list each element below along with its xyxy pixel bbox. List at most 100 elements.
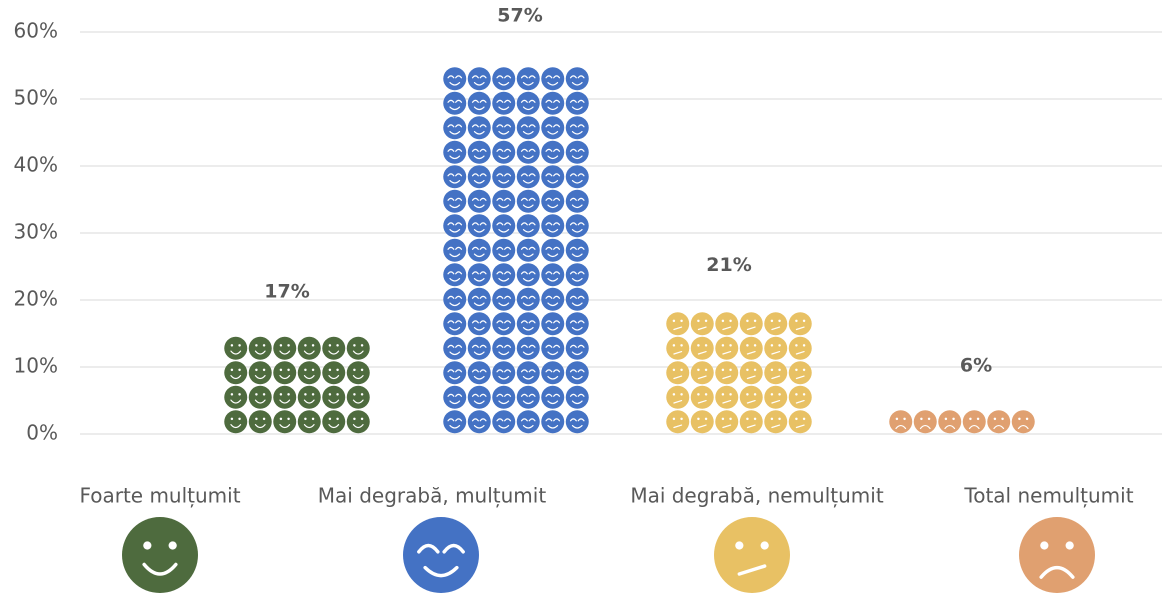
mouth bbox=[746, 424, 756, 429]
eye bbox=[746, 319, 749, 323]
mouth bbox=[254, 424, 266, 429]
eye bbox=[360, 393, 364, 396]
face bbox=[273, 361, 297, 385]
eye bbox=[795, 368, 798, 372]
face bbox=[516, 361, 540, 385]
eye bbox=[496, 393, 512, 397]
mouth bbox=[746, 351, 756, 355]
face bbox=[273, 410, 297, 434]
eye bbox=[496, 320, 512, 324]
eye bbox=[680, 393, 683, 396]
eye bbox=[545, 75, 561, 79]
eye bbox=[753, 368, 757, 372]
mouth bbox=[771, 400, 781, 404]
mouth bbox=[571, 228, 583, 233]
mouth bbox=[449, 106, 461, 111]
face bbox=[788, 361, 812, 385]
eye bbox=[287, 368, 290, 372]
eye bbox=[353, 368, 356, 372]
eye bbox=[1040, 541, 1049, 550]
face bbox=[715, 312, 739, 336]
eye bbox=[672, 319, 676, 323]
eye bbox=[753, 344, 757, 347]
eye bbox=[336, 417, 339, 421]
mouth bbox=[895, 424, 907, 430]
mouth bbox=[498, 228, 510, 233]
eye bbox=[496, 197, 512, 201]
eye bbox=[496, 124, 512, 128]
eye bbox=[672, 344, 676, 347]
face bbox=[1019, 517, 1095, 593]
eye bbox=[545, 320, 561, 324]
mouth bbox=[279, 375, 291, 380]
face bbox=[443, 336, 467, 360]
face bbox=[492, 140, 516, 164]
eye bbox=[729, 319, 732, 323]
eye bbox=[802, 319, 806, 323]
face bbox=[565, 116, 589, 140]
face bbox=[516, 385, 540, 409]
eye bbox=[520, 271, 536, 275]
face bbox=[492, 385, 516, 409]
eye bbox=[471, 393, 487, 397]
mouth bbox=[771, 326, 781, 331]
face bbox=[889, 410, 913, 434]
face bbox=[565, 165, 589, 189]
face bbox=[541, 312, 565, 336]
face bbox=[565, 312, 589, 336]
face bbox=[492, 312, 516, 336]
eye bbox=[496, 148, 512, 152]
y-tick-label: 20% bbox=[14, 287, 58, 311]
mouth bbox=[697, 375, 707, 380]
eye bbox=[471, 148, 487, 152]
mouth bbox=[473, 204, 485, 209]
mouth bbox=[473, 326, 485, 331]
eye bbox=[569, 271, 585, 275]
eye bbox=[729, 368, 732, 372]
mouth bbox=[722, 351, 732, 355]
eye bbox=[672, 393, 676, 396]
mouth bbox=[673, 400, 683, 404]
mouth bbox=[547, 326, 559, 331]
eye bbox=[569, 320, 585, 324]
mouth bbox=[449, 277, 461, 282]
face bbox=[467, 287, 491, 311]
mouth bbox=[498, 81, 510, 86]
mouth bbox=[449, 424, 461, 429]
y-tick-label: 40% bbox=[14, 153, 58, 177]
mouth bbox=[352, 399, 364, 404]
face bbox=[541, 385, 565, 409]
eye bbox=[520, 295, 536, 299]
eye bbox=[255, 344, 258, 347]
face bbox=[224, 410, 248, 434]
mouth bbox=[1017, 424, 1029, 430]
eye bbox=[230, 393, 234, 396]
mouth bbox=[449, 228, 461, 233]
eye bbox=[496, 222, 512, 226]
face bbox=[565, 214, 589, 238]
eye bbox=[721, 368, 725, 372]
face bbox=[492, 214, 516, 238]
mouth bbox=[498, 155, 510, 160]
mouth bbox=[473, 228, 485, 233]
eye bbox=[471, 124, 487, 128]
eye bbox=[569, 295, 585, 299]
face bbox=[322, 385, 346, 409]
face bbox=[273, 336, 297, 360]
eye bbox=[230, 368, 234, 372]
eye bbox=[471, 222, 487, 226]
mouth bbox=[498, 351, 510, 356]
eye bbox=[471, 99, 487, 103]
eye bbox=[360, 417, 364, 421]
face bbox=[297, 385, 321, 409]
eye bbox=[704, 368, 708, 372]
eye bbox=[770, 344, 774, 347]
mouth bbox=[254, 375, 266, 380]
mouth bbox=[522, 400, 534, 405]
mouth bbox=[547, 375, 559, 380]
eye bbox=[447, 393, 463, 397]
mouth bbox=[746, 326, 756, 331]
face bbox=[467, 263, 491, 287]
face bbox=[467, 165, 491, 189]
eye bbox=[262, 368, 266, 372]
